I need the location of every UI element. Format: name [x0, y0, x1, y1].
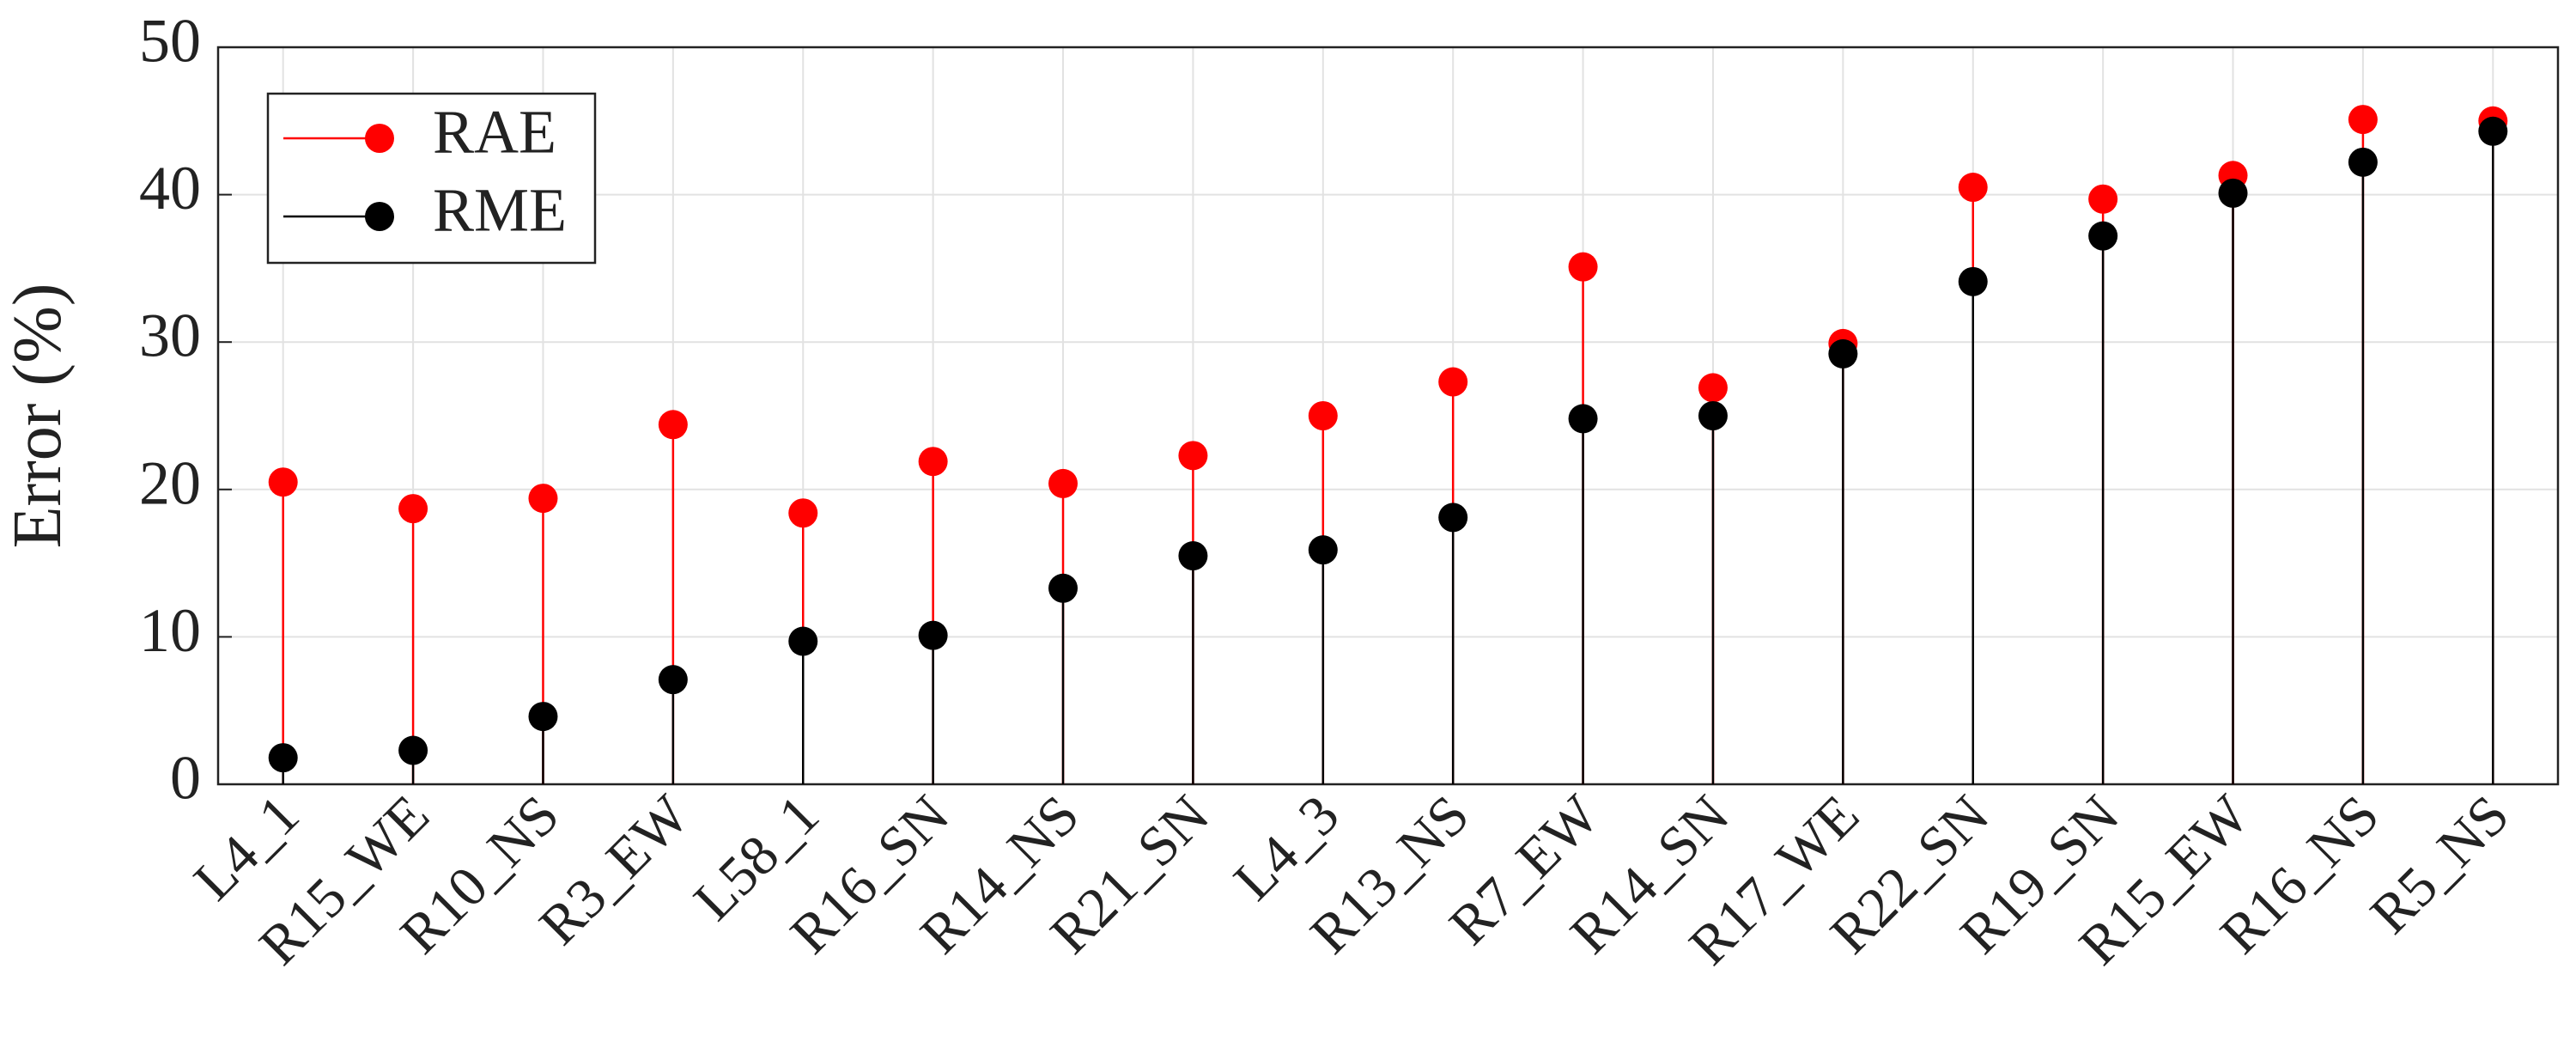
y-tick-label: 10 — [139, 596, 201, 665]
stem-marker — [2348, 105, 2378, 135]
legend-box — [266, 92, 597, 265]
stem-marker — [1568, 404, 1598, 434]
y-axis-label: Error (%) — [0, 283, 76, 549]
stem-marker — [1178, 541, 1208, 571]
stem-marker — [1178, 441, 1208, 471]
stem-marker — [2088, 221, 2118, 251]
y-tick-label: 30 — [139, 302, 201, 370]
stem-marker — [788, 626, 818, 656]
legend-label: RAE — [433, 98, 556, 167]
stem-marker — [528, 702, 558, 732]
stem-marker — [398, 494, 428, 524]
stem-marker — [1308, 401, 1338, 430]
stem-marker — [1568, 252, 1598, 282]
stem-marker — [2088, 184, 2118, 214]
stem-marker — [1698, 401, 1728, 430]
y-tick-label: 40 — [139, 154, 201, 222]
stem-marker — [398, 735, 428, 765]
stem-marker — [1438, 367, 1468, 397]
x-tick-label: R5_NS — [2359, 783, 2521, 946]
legend-marker — [365, 124, 394, 153]
stem-marker — [1828, 338, 1858, 369]
stem-marker — [1048, 468, 1078, 498]
stem-marker — [1958, 266, 1988, 296]
legend-marker — [365, 202, 394, 231]
stem-marker — [658, 665, 688, 695]
stem-marker — [1438, 503, 1468, 533]
stem-marker — [918, 620, 948, 650]
stem-marker — [1698, 373, 1728, 403]
stem-marker — [658, 410, 688, 440]
stem-marker — [2478, 116, 2508, 146]
plot-area — [218, 47, 2558, 784]
stem-marker — [2348, 147, 2378, 177]
stem-marker — [1958, 173, 1988, 203]
axes-box — [216, 46, 2560, 786]
stem-marker — [1308, 535, 1338, 565]
y-tick-label: 50 — [139, 7, 201, 76]
stem-marker — [268, 743, 298, 773]
stem-marker — [528, 484, 558, 514]
legend-label: RME — [433, 176, 567, 245]
stem-marker — [788, 498, 818, 528]
x-tick-label: R3_EW — [527, 783, 701, 956]
stem-marker — [268, 467, 298, 497]
stem-marker — [918, 447, 948, 477]
y-tick-label: 20 — [139, 448, 201, 517]
stem-marker — [1048, 573, 1078, 603]
stem-marker — [2218, 178, 2248, 208]
y-tick-label: 0 — [170, 744, 201, 813]
